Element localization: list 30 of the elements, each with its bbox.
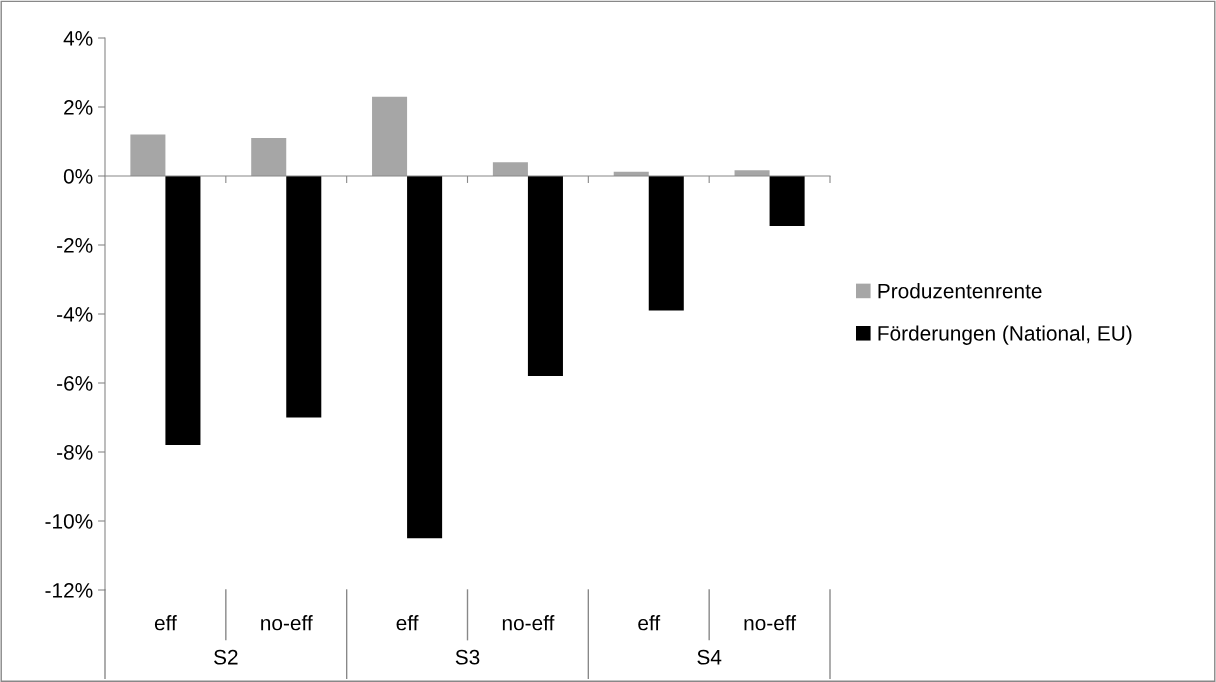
x-tick-label: no-eff (744, 615, 797, 631)
bar (165, 176, 201, 446)
bar (130, 134, 166, 176)
x-tick-label: eff (638, 615, 661, 631)
bar (769, 176, 805, 227)
y-tick-label: 4% (63, 31, 93, 46)
x-tick-label: eff (154, 615, 177, 631)
text: S4 (697, 649, 722, 665)
legend-label: Produzentenrente (878, 283, 1042, 299)
bar (492, 162, 528, 176)
y-tick-label: -10% (45, 514, 93, 529)
x-tick-label: no-eff (502, 615, 555, 631)
y-tick-label: -2% (57, 238, 93, 253)
y-tick-label: 2% (64, 100, 93, 115)
text: S2 (214, 649, 238, 665)
y-tick-label: -4% (57, 307, 93, 322)
bar (407, 176, 443, 539)
y-tick-label: -8% (57, 445, 93, 460)
bar (251, 138, 287, 176)
bar (372, 96, 408, 176)
bar (648, 176, 684, 311)
legend-label: Förderungen (National, EU) (878, 325, 1132, 345)
x-tick-label: no-eff (261, 615, 313, 631)
y-tick-label: 0% (63, 169, 93, 184)
x-tick-label: eff (396, 615, 419, 631)
y-tick-label: -6% (57, 376, 93, 391)
text: S3 (455, 649, 480, 665)
y-tick-label: -12% (45, 583, 93, 598)
bar (527, 176, 563, 377)
bar (286, 176, 322, 418)
